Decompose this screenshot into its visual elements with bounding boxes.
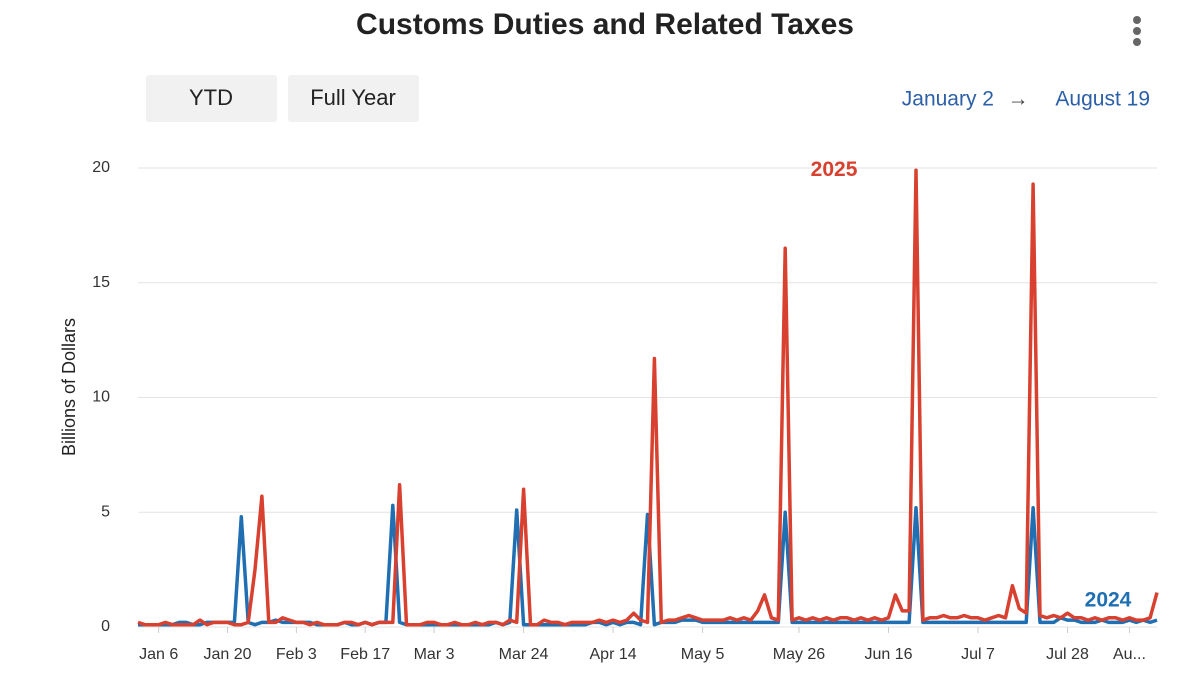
x-tick-label: Feb 3: [276, 646, 317, 663]
series-label: 2024: [1085, 589, 1132, 612]
menu-dot: [1133, 27, 1141, 35]
y-axis-label: Billions of Dollars: [59, 318, 79, 456]
x-tick-label: Mar 3: [414, 646, 455, 663]
range-separator: →: [1008, 88, 1029, 111]
y-tick-label: 0: [101, 618, 110, 635]
series-label: 2025: [811, 158, 858, 181]
x-tick-label: Au...: [1113, 646, 1146, 663]
y-tick-label: 15: [92, 274, 110, 291]
y-tick-label: 20: [92, 159, 110, 176]
button-label: Full Year: [310, 85, 396, 110]
x-tick-label: May 26: [773, 646, 826, 663]
button-bg: [288, 75, 419, 122]
y-tick-label: 10: [92, 389, 110, 406]
line-2025: [137, 168, 1159, 627]
x-tick-label: Jun 16: [864, 646, 912, 663]
x-tick-label: May 5: [681, 646, 725, 663]
x-tick-label: Jul 7: [961, 646, 995, 663]
chart-title: Customs Duties and Related Taxes: [356, 8, 854, 41]
full-year-button[interactable]: Full Year: [288, 75, 419, 122]
y-tick-label: 5: [101, 503, 110, 520]
x-tick-label: Jan 20: [203, 646, 251, 663]
x-tick-label: Jan 6: [139, 646, 178, 663]
range-end[interactable]: August 19: [1055, 88, 1150, 111]
x-tick-label: Jul 28: [1046, 646, 1089, 663]
menu-icon[interactable]: [1133, 16, 1141, 46]
menu-dot: [1133, 16, 1141, 24]
range-start[interactable]: January 2: [902, 88, 994, 111]
menu-dot: [1133, 38, 1141, 46]
x-tick-label: Mar 24: [499, 646, 549, 663]
ytd-button[interactable]: YTD: [146, 75, 277, 122]
button-bg: [146, 75, 277, 122]
button-label: YTD: [189, 85, 233, 110]
x-tick-label: Apr 14: [590, 646, 637, 663]
x-tick-label: Feb 17: [340, 646, 390, 663]
